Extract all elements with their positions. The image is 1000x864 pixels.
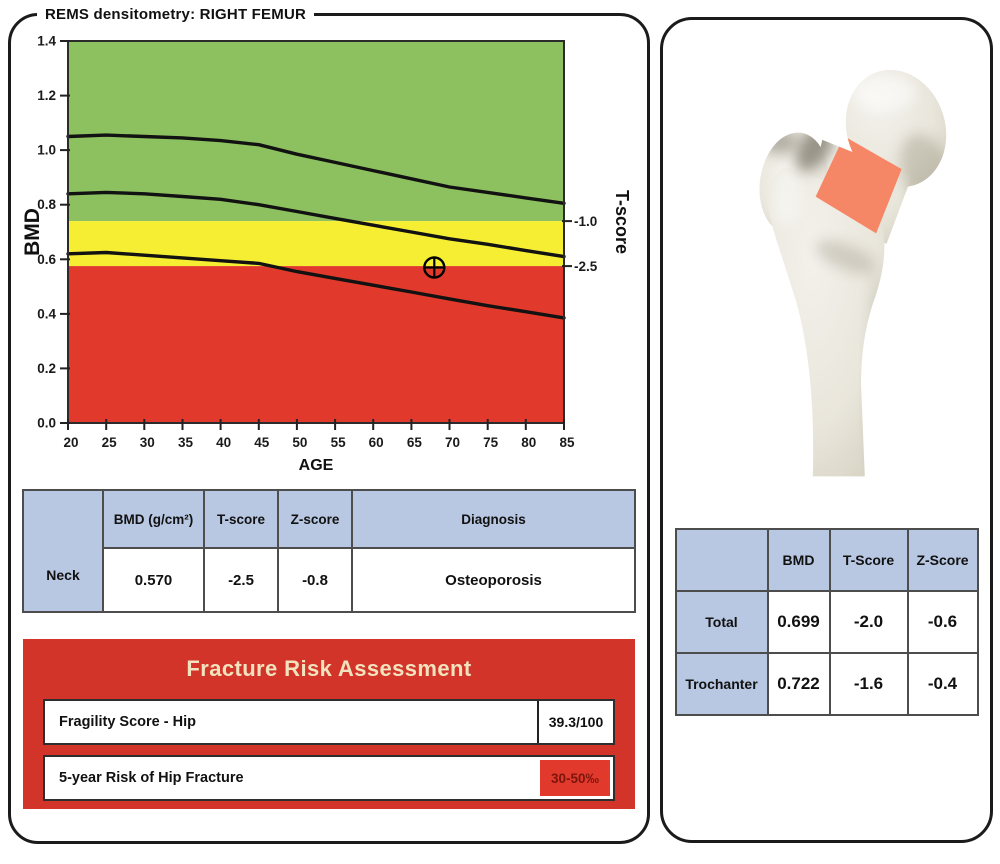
femoral-neck-highlight — [815, 136, 902, 234]
svg-text:-1.0: -1.0 — [574, 214, 597, 229]
neck-z-score-value: -0.8 — [277, 547, 353, 613]
svg-text:45: 45 — [254, 435, 270, 450]
total-z-score-value: -0.6 — [906, 590, 979, 654]
svg-text:75: 75 — [483, 435, 499, 450]
table-row-total: Total 0.699 -2.0 -0.6 — [674, 590, 979, 654]
risk-row-value: 39.3/100 — [537, 701, 613, 743]
trochanter-z-score-value: -0.4 — [906, 652, 979, 716]
header-t-score: T-Score — [828, 528, 909, 592]
svg-text:0.4: 0.4 — [37, 306, 56, 321]
zone-osteoporosis — [68, 266, 564, 423]
fracture-risk-title: Fracture Risk Assessment — [186, 656, 472, 681]
risk-row-label: Fragility Score - Hip — [59, 714, 196, 730]
svg-text:1.2: 1.2 — [37, 88, 56, 103]
risk-row-5year-risk: 5-year Risk of Hip Fracture 30-50‰ — [43, 755, 615, 801]
x-axis-label: AGE — [299, 457, 334, 474]
svg-text:35: 35 — [178, 435, 194, 450]
svg-text:0.2: 0.2 — [37, 361, 56, 376]
neck-t-score-value: -2.5 — [203, 547, 279, 613]
t-score-axis-label: T-score — [612, 190, 632, 254]
table-row: 0.570 -2.5 -0.8 Osteoporosis — [23, 547, 636, 613]
svg-text:70: 70 — [445, 435, 460, 450]
svg-text:20: 20 — [63, 435, 78, 450]
trochanter-bmd-value: 0.722 — [766, 652, 831, 716]
header-t-score: T-score — [203, 489, 279, 549]
svg-text:0.0: 0.0 — [37, 416, 56, 431]
bmd-age-chart: 0.0 0.2 0.4 0.6 0.8 1.0 1.2 1.4 20 25 30 35 40 45 50 55… — [22, 34, 632, 475]
total-bmd-value: 0.699 — [766, 590, 831, 654]
table-header-row: Neck BMD (g/cm²) T-score Z-score Diagnos… — [22, 489, 636, 613]
svg-text:0.8: 0.8 — [37, 197, 56, 212]
header-z-score: Z-score — [277, 489, 353, 549]
patient-measurement-marker — [423, 256, 446, 279]
risk-row-value-wrap: 30-50‰ — [537, 757, 613, 799]
svg-text:0.6: 0.6 — [37, 252, 56, 267]
left-report-panel: REMS densitometry: RIGHT FEMUR 0.0 0.2 0.4… — [8, 6, 650, 844]
table-row-trochanter: Trochanter 0.722 -1.6 -0.4 — [674, 652, 979, 716]
svg-text:25: 25 — [102, 435, 118, 450]
header-diagnosis: Diagnosis — [351, 489, 636, 549]
svg-text:50: 50 — [292, 435, 307, 450]
regions-results-table: BMD T-Score Z-Score Total 0.699 -2.0 -0.… — [674, 528, 979, 716]
risk-row-fragility-score: Fragility Score - Hip 39.3/100 — [43, 699, 615, 745]
svg-text:40: 40 — [216, 435, 231, 450]
svg-text:30: 30 — [140, 435, 155, 450]
panel-title: REMS densitometry: RIGHT FEMUR — [45, 6, 307, 23]
svg-text:55: 55 — [331, 435, 347, 450]
region-label-cell: Neck — [22, 489, 104, 613]
svg-text:60: 60 — [369, 435, 384, 450]
neck-bmd-value: 0.570 — [102, 547, 205, 613]
svg-text:85: 85 — [559, 435, 575, 450]
neck-diagnosis-value: Osteoporosis — [351, 547, 636, 613]
svg-text:-2.5: -2.5 — [574, 259, 598, 274]
y-axis-label: BMD — [22, 208, 44, 256]
curve-reference-mean — [66, 190, 566, 259]
svg-text:1.4: 1.4 — [37, 34, 56, 49]
femur-image — [758, 69, 956, 477]
curve-reference-upper — [66, 133, 566, 206]
header-bmd: BMD — [766, 528, 831, 592]
neck-results-table: Neck BMD (g/cm²) T-score Z-score Diagnos… — [22, 489, 636, 613]
region-label: Trochanter — [674, 652, 769, 716]
header-bmd: BMD (g/cm²) — [102, 489, 205, 549]
fracture-risk-panel: Fracture Risk Assessment Fragility Score… — [23, 639, 635, 809]
header-empty — [674, 528, 769, 592]
svg-text:65: 65 — [407, 435, 423, 450]
curve-reference-lower — [66, 250, 566, 320]
header-z-score: Z-Score — [906, 528, 979, 592]
right-detail-panel: BMD T-Score Z-Score Total 0.699 -2.0 -0.… — [660, 17, 993, 843]
region-label: Total — [674, 590, 769, 654]
svg-text:80: 80 — [521, 435, 536, 450]
risk-row-value-highlight: 30-50‰ — [540, 760, 610, 796]
table-header-row: BMD T-Score Z-Score — [674, 528, 979, 592]
total-t-score-value: -2.0 — [828, 590, 909, 654]
trochanter-t-score-value: -1.6 — [828, 652, 909, 716]
svg-text:1.0: 1.0 — [37, 143, 56, 158]
risk-row-label: 5-year Risk of Hip Fracture — [59, 770, 244, 786]
